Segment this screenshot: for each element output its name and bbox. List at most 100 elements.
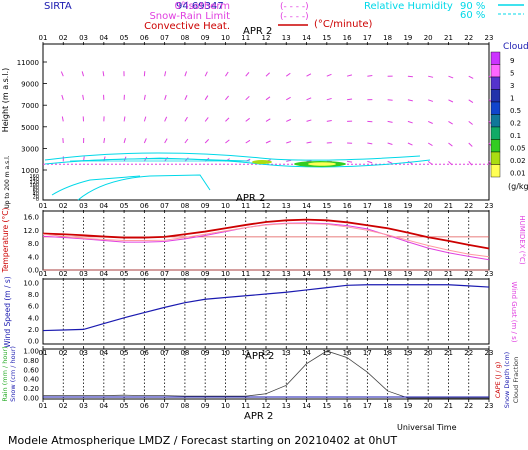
hour-tick-label: 10 — [221, 349, 230, 357]
colorbar-swatch — [490, 51, 501, 65]
hour-axis-top: 01 02 03 04 05 06 07 08 09 10 11 12 13 14 15 16 17 18 19 20… — [39, 34, 494, 45]
hour-tick-label: 02 — [59, 402, 68, 410]
hour-tick-label: 12 — [262, 349, 271, 357]
hour-tick-label: 17 — [363, 34, 372, 42]
hour-tick-label: 12 — [262, 202, 271, 210]
wind-barb — [143, 94, 146, 100]
hour-tick-label: 06 — [140, 34, 149, 42]
wind-barb — [285, 72, 291, 77]
y-tick-label: 0.40 — [23, 376, 39, 384]
wind-barb — [306, 97, 312, 101]
hour-tick-label: 12 — [262, 34, 271, 42]
hour-tick-label: 07 — [160, 402, 169, 410]
colorbar-level-label: 0.02 — [510, 157, 526, 165]
hour-tick-label: 11 — [241, 349, 250, 357]
legend-swatch: (- - - -) — [280, 12, 309, 22]
hour-tick-label: 01 — [39, 202, 48, 210]
hour-tick-label: 16 — [343, 270, 352, 278]
hour-tick-label: 11 — [241, 202, 250, 210]
hour-tick-label: 19 — [403, 402, 412, 410]
temperature-panel-frame — [42, 210, 490, 271]
hour-tick-label: 19 — [403, 270, 412, 278]
hour-tick-label: 23 — [485, 34, 494, 42]
height-tick-label-low: 160 — [29, 174, 39, 180]
wind-barb — [387, 160, 393, 164]
wind-barb — [326, 73, 332, 77]
colorbar-swatch — [490, 76, 501, 90]
hour-tick-label: 21 — [444, 270, 453, 278]
height-tick-label-low: 0 — [36, 197, 39, 203]
wind-barb — [468, 75, 474, 79]
hour-tick-label: 08 — [180, 34, 189, 42]
legend-swatch: (- - - -) — [280, 2, 309, 12]
hour-tick-label: 01 — [39, 349, 48, 357]
height-tick-label-low: 20 — [33, 194, 39, 200]
hour-tick-label: 14 — [302, 270, 311, 278]
wind-barb — [245, 139, 251, 144]
wind-panel: 10.0 8.0 6.0 4.0 2.0 0.0 Wind Speed (m / s) Win… — [3, 276, 518, 348]
right-axis-label: CAPE (J / g) — [494, 362, 502, 399]
y-tick-label: 0.0 — [28, 338, 39, 346]
y-tick-label: 10.0 — [23, 280, 39, 288]
hour-tick-label: 12 — [262, 270, 271, 278]
wind-barb — [286, 159, 292, 162]
wind-barb — [448, 99, 454, 103]
y-tick-label: 8.0 — [28, 240, 39, 248]
hour-tick-label: 22 — [464, 202, 473, 210]
hour-tick-label: 12 — [262, 402, 271, 410]
hour-tick-label: 20 — [424, 270, 433, 278]
wind-barb — [326, 97, 332, 101]
right-axis-label: Snow Depth (cm) — [503, 352, 511, 408]
hour-tick-label: 01 — [39, 34, 48, 42]
colorbar-swatch — [490, 89, 501, 103]
colorbar-swatch — [490, 64, 501, 78]
colorbar-swatch — [490, 151, 501, 165]
hour-axis-rain-top: 01 02 03 04 05 06 07 08 09 10 11 12 13 14 15 16 17 18 19 20… — [39, 346, 493, 357]
wind-barb — [103, 137, 106, 144]
hour-tick-label: 07 — [160, 34, 169, 42]
legend-label: Snow-Rain Limit — [149, 11, 230, 22]
humidex-axis-label: HUMIDEX (°C) — [518, 215, 526, 264]
hour-tick-label: 02 — [59, 349, 68, 357]
wind-barb — [143, 116, 147, 122]
y-tick-label: 12.0 — [23, 227, 39, 235]
wind-barb — [164, 138, 168, 144]
y-tick-label: 16.0 — [23, 214, 39, 222]
hour-tick-label: 20 — [424, 34, 433, 42]
hour-tick-label: 08 — [180, 202, 189, 210]
hour-tick-label: 09 — [201, 402, 210, 410]
hour-tick-label: 18 — [383, 402, 392, 410]
cloud-colorbar: Clouds 9 5 3 1 0.5 0.2 0.1 0.05 0.02 0.01 (g/kg) — [490, 42, 528, 191]
height-tick-label-low: 40 — [33, 191, 39, 197]
hour-tick-label: 03 — [79, 349, 88, 357]
hour-tick-label: 10 — [221, 270, 230, 278]
colorbar-swatch — [490, 114, 501, 128]
wind-barb — [448, 142, 453, 147]
profile-panel: 1100090007000500030001000160140120100806… — [1, 59, 494, 209]
wind-barb — [347, 98, 353, 101]
wind-barb — [407, 120, 413, 124]
hour-tick-label: 08 — [180, 402, 189, 410]
date-label: APR 2 — [245, 351, 274, 362]
hour-tick-label: 07 — [160, 202, 169, 210]
hour-tick-label: 22 — [464, 349, 473, 357]
hour-tick-label: 21 — [444, 349, 453, 357]
hour-tick-label: 18 — [383, 349, 392, 357]
hour-tick-label: 15 — [322, 270, 331, 278]
profile-panel-frame — [42, 43, 490, 201]
hour-tick-label: 16 — [343, 349, 352, 357]
height-axis-label-lower: Up to 200 m a.s.l. — [4, 155, 11, 208]
wind-barb — [164, 116, 168, 122]
hour-axis-bottom: 01 02 03 04 05 06 07 08 09 10 11 12 13 14 15 16 17 18 19 20… — [39, 399, 493, 410]
y-tick-label: 2.0 — [28, 326, 39, 334]
wind-barb — [347, 160, 353, 163]
wind-barb — [306, 141, 312, 144]
hour-tick-label: 14 — [302, 402, 311, 410]
y-tick-label: 1.00 — [23, 348, 39, 356]
wind-barb — [184, 71, 188, 77]
hour-tick-label: 07 — [160, 270, 169, 278]
wind-barb — [164, 94, 167, 100]
hour-tick-label: 22 — [464, 270, 473, 278]
colorbar-level-label: 0.2 — [510, 120, 521, 128]
wind-barb — [407, 99, 413, 102]
